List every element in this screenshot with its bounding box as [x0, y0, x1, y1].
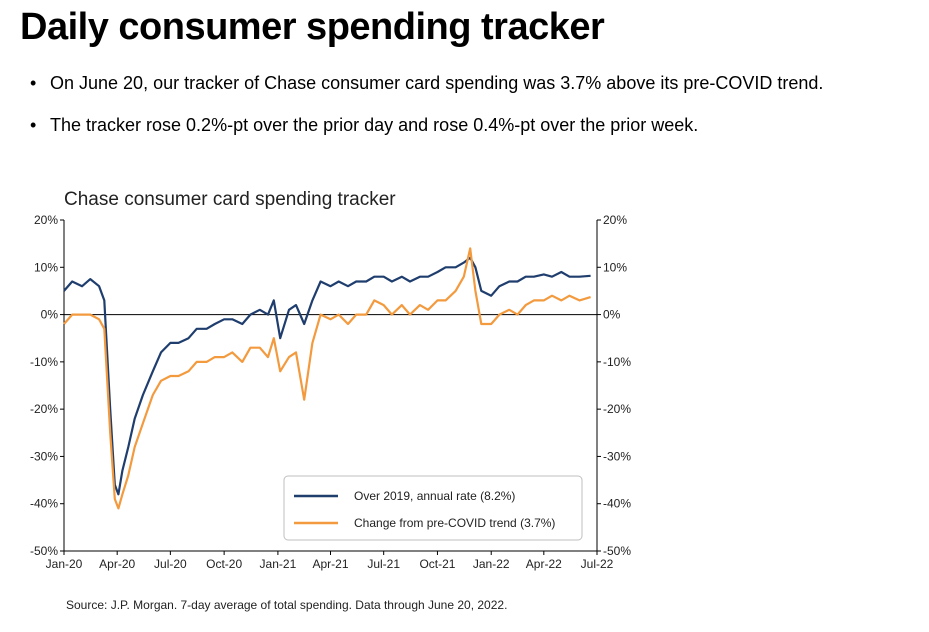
y-tick-label-left: -10%: [30, 355, 58, 369]
bullet-dot: •: [30, 73, 37, 93]
x-tick-label: Jan-21: [260, 557, 297, 571]
chart-title: Chase consumer card spending tracker: [64, 189, 396, 210]
x-tick-label: Apr-20: [99, 557, 135, 571]
y-tick-label-right: -50%: [603, 544, 631, 558]
y-tick-label-right: 10%: [603, 260, 627, 274]
x-tick-label: Apr-21: [312, 557, 348, 571]
y-tick-label-left: -30%: [30, 449, 58, 463]
x-tick-label: Jan-20: [46, 557, 83, 571]
series-line-1: [63, 256, 591, 496]
legend-box: [283, 475, 583, 541]
y-tick-label-right: -10%: [603, 355, 631, 369]
y-tick-label-right: -20%: [603, 402, 631, 416]
y-tick-label-right: -30%: [603, 449, 631, 463]
y-tick-label-left: -20%: [30, 402, 58, 416]
spending-line-chart: 20% 20% 10% 10% 0% 0% -10% -10% -20% -20% -30% -30%…: [30, 213, 631, 571]
y-tick-label-left: 20%: [34, 213, 58, 227]
source-note: Source: J.P. Morgan. 7-day average of to…: [66, 598, 508, 612]
x-tick-label: Oct-20: [206, 557, 242, 571]
x-tick-label: Jul-20: [154, 557, 187, 571]
x-tick-label: Apr-22: [526, 557, 562, 571]
x-tick-label: Jul-22: [581, 557, 614, 571]
y-tick-label-left: 0%: [41, 308, 59, 322]
series-line-2: [63, 247, 591, 510]
y-tick-label-right: -40%: [603, 497, 631, 511]
y-tick-label-right: 20%: [603, 213, 627, 227]
y-tick-label-right: 0%: [603, 308, 621, 322]
legend-label-2: Change from pre-COVID trend (3.7%): [354, 516, 555, 530]
y-tick-label-left: -40%: [30, 497, 58, 511]
y-tick-label-left: -50%: [30, 544, 58, 558]
x-tick-label: Oct-21: [419, 557, 455, 571]
bullet-text: The tracker rose 0.2%-pt over the prior …: [50, 115, 699, 135]
x-tick-label: Jul-21: [367, 557, 400, 571]
bullet-item: • On June 20, our tracker of Chase consum…: [30, 72, 823, 94]
page-title: Daily consumer spending tracker: [20, 6, 605, 48]
legend-label-1: Over 2019, annual rate (8.2%): [354, 489, 515, 503]
summary-bullets: • On June 20, our tracker of Chase consum…: [30, 72, 823, 156]
bullet-dot: •: [30, 115, 37, 135]
y-tick-label-left: 10%: [34, 260, 58, 274]
x-tick-label: Jan-22: [473, 557, 510, 571]
bullet-item: • The tracker rose 0.2%-pt over the prior…: [30, 114, 823, 136]
bullet-text: On June 20, our tracker of Chase consume…: [50, 73, 824, 93]
